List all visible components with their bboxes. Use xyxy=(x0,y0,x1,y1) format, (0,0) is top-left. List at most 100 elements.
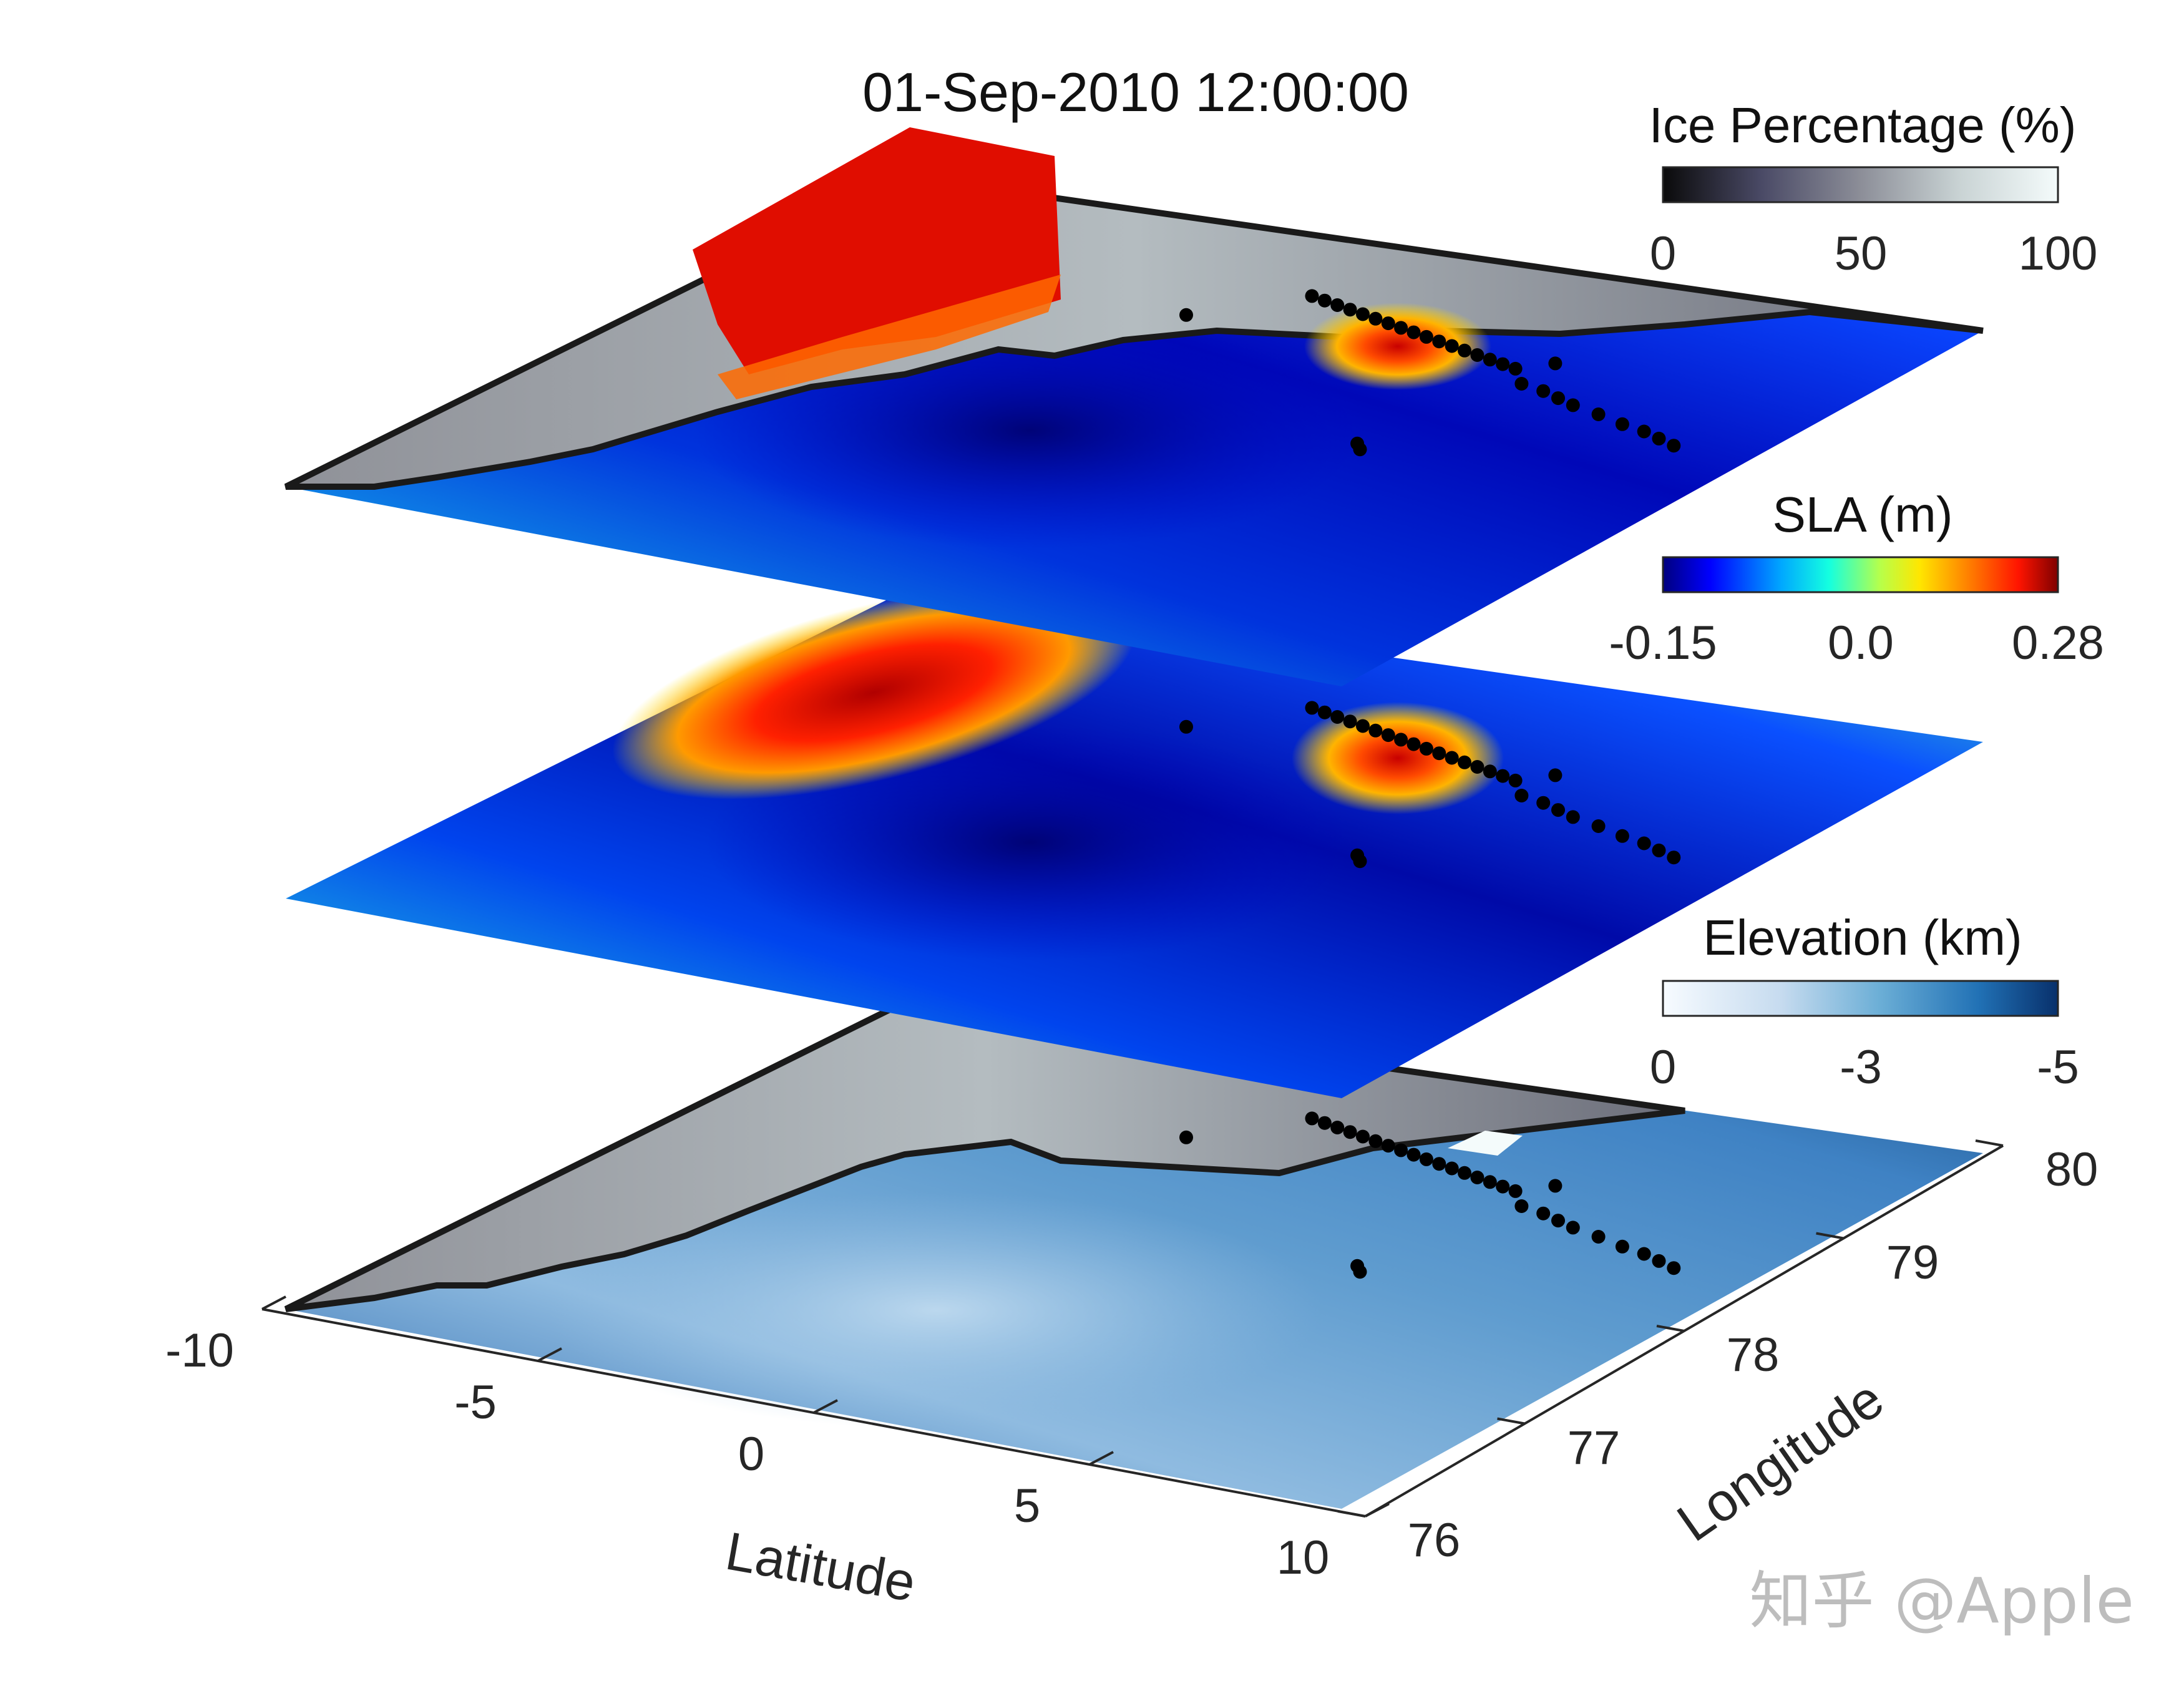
station-marker xyxy=(1548,356,1562,371)
station-marker xyxy=(1406,325,1421,339)
station-marker xyxy=(1483,353,1497,367)
station-marker xyxy=(1394,321,1408,335)
longitude-tick-mark xyxy=(1497,1417,1525,1425)
longitude-tick-label: 79 xyxy=(1886,1236,1939,1289)
colorbar-sla-tick: 0.28 xyxy=(2012,616,2104,670)
longitude-axis-label: Longitude xyxy=(1667,1369,1894,1553)
station-marker xyxy=(1305,289,1319,303)
station-marker xyxy=(1445,751,1459,765)
station-marker xyxy=(1343,303,1357,317)
station-marker xyxy=(1566,398,1580,412)
latitude-tick-mark xyxy=(813,1399,838,1414)
station-marker xyxy=(1615,829,1629,843)
latitude-tick-mark xyxy=(537,1347,562,1362)
elevation-polynya xyxy=(1448,1131,1523,1156)
station-marker xyxy=(1536,796,1551,810)
elevation-layer xyxy=(284,996,1983,1509)
station-marker xyxy=(1330,298,1345,312)
station-marker xyxy=(1591,819,1606,833)
latitude-tick-label: 0 xyxy=(738,1428,764,1481)
station-marker xyxy=(1317,293,1332,308)
station-marker xyxy=(1652,1254,1666,1268)
station-marker xyxy=(1356,719,1370,733)
station-marker xyxy=(1637,424,1651,439)
top-warm-edge xyxy=(718,275,1061,399)
station-marker xyxy=(1305,701,1319,715)
station-marker xyxy=(1496,357,1510,371)
station-marker xyxy=(1566,1221,1580,1235)
colorbar-ice-tick: 50 xyxy=(1835,227,1888,280)
sla-eddy xyxy=(1292,702,1504,814)
ice-sla-layer xyxy=(284,127,1984,686)
colorbar-ice-bar xyxy=(1662,166,2059,203)
station-marker xyxy=(1353,1265,1367,1279)
station-marker xyxy=(1667,439,1681,453)
station-marker xyxy=(1637,836,1651,850)
station-marker xyxy=(1343,714,1357,729)
station-marker xyxy=(1615,417,1629,431)
station-marker xyxy=(1470,348,1484,362)
latitude-axis-label: Latitude xyxy=(721,1521,920,1614)
station-marker xyxy=(1330,1121,1345,1134)
sla-warm-tongue xyxy=(612,585,1135,800)
longitude-tick-mark xyxy=(1337,1510,1366,1518)
station-marker xyxy=(1591,1230,1606,1244)
station-marker xyxy=(1483,1175,1497,1189)
station-markers xyxy=(1179,289,1681,1279)
station-marker xyxy=(1419,741,1433,756)
station-marker xyxy=(1548,768,1562,782)
station-marker xyxy=(1406,1148,1421,1162)
station-marker xyxy=(1305,1111,1319,1126)
colorbar-elevation-tick: -3 xyxy=(1840,1041,1882,1094)
station-marker xyxy=(1432,334,1446,349)
colorbar-elevation: Elevation (km) 0 -3 -5 xyxy=(1650,910,2079,1094)
colorbar-sla-label: SLA (m) xyxy=(1773,487,1953,542)
station-marker xyxy=(1637,1247,1651,1261)
colorbar-elevation-label: Elevation (km) xyxy=(1703,910,2022,965)
station-marker xyxy=(1458,343,1471,358)
station-marker xyxy=(1483,764,1497,779)
station-marker xyxy=(1317,705,1332,719)
station-marker xyxy=(1432,1157,1446,1171)
station-marker xyxy=(1381,1139,1395,1153)
longitude-ticks: 76 77 78 79 80 xyxy=(1337,1139,2098,1567)
station-marker xyxy=(1566,810,1580,824)
station-marker xyxy=(1508,773,1523,787)
elevation-shelf-shallow xyxy=(549,1192,1323,1429)
station-marker xyxy=(1368,1134,1383,1148)
station-marker xyxy=(1652,843,1666,857)
station-marker xyxy=(1591,407,1606,421)
latitude-tick-label: -5 xyxy=(454,1376,497,1429)
station-marker xyxy=(1548,1179,1562,1193)
station-marker xyxy=(1356,307,1370,321)
station-marker xyxy=(1551,391,1565,406)
colorbar-ice: Ice Percentage (%) 0 50 100 xyxy=(1649,97,2098,280)
colorbar-sla-tick: -0.15 xyxy=(1609,616,1717,670)
station-marker xyxy=(1353,854,1367,869)
station-marker xyxy=(1615,1239,1629,1254)
station-marker xyxy=(1496,769,1510,783)
station-marker xyxy=(1652,431,1666,446)
station-marker xyxy=(1496,1179,1510,1194)
longitude-tick-mark xyxy=(1975,1139,2004,1147)
station-marker xyxy=(1470,1171,1484,1184)
latitude-tick-label: -10 xyxy=(165,1324,234,1377)
station-marker xyxy=(1667,850,1681,865)
latitude-ticks: -10 -5 0 5 10 xyxy=(165,1295,1390,1584)
station-marker xyxy=(1551,1214,1565,1228)
longitude-tick-mark xyxy=(1656,1325,1685,1332)
station-marker xyxy=(1394,733,1408,747)
chart-title: 01-Sep-2010 12:00:00 xyxy=(862,61,1409,123)
colorbar-elevation-tick: 0 xyxy=(1650,1041,1676,1094)
station-marker xyxy=(1551,803,1565,817)
station-marker xyxy=(1330,710,1345,724)
latitude-tick-mark xyxy=(1089,1451,1114,1466)
longitude-tick-mark xyxy=(1816,1232,1844,1240)
station-marker xyxy=(1356,1129,1370,1144)
watermark-logo: 知乎 @Apple xyxy=(1750,1564,2134,1637)
colorbar-ice-tick: 0 xyxy=(1650,227,1676,280)
colorbar-ice-tick: 100 xyxy=(2019,227,2098,280)
station-marker xyxy=(1419,329,1433,344)
station-marker xyxy=(1419,1152,1433,1166)
